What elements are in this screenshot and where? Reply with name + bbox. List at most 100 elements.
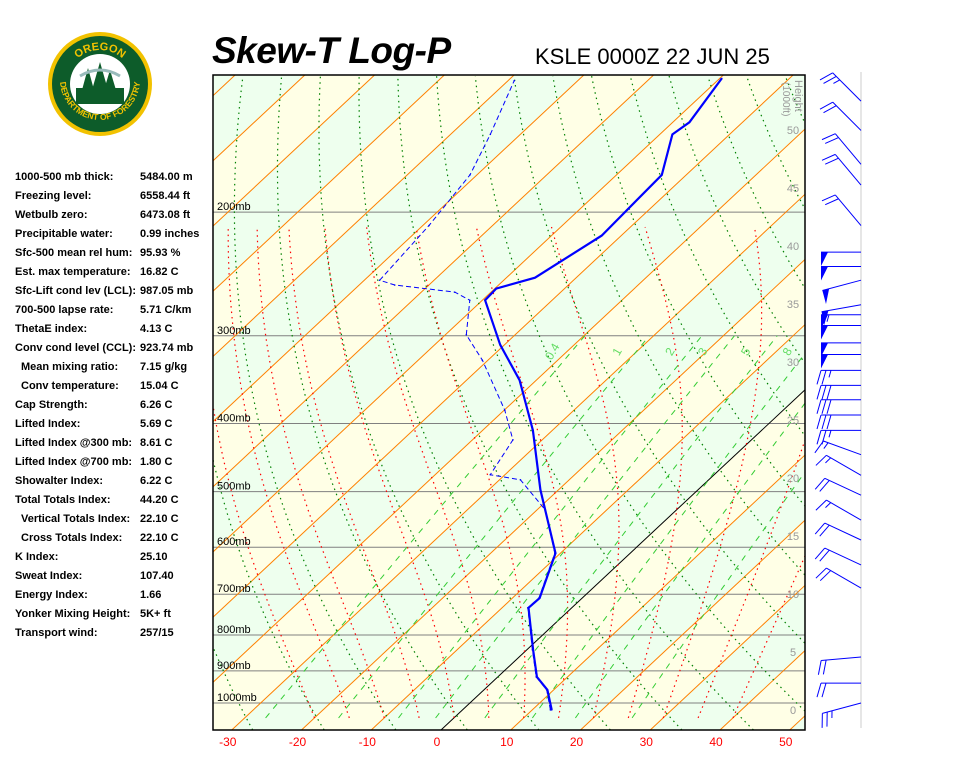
wind-barb	[821, 342, 861, 357]
wind-barb-shaft	[826, 567, 862, 589]
moist-adiabat	[550, 226, 620, 719]
stat-value: 923.74 mb	[140, 342, 194, 354]
stat-label: Sweat Index:	[15, 570, 83, 582]
stat-value: 0.99 inches	[140, 228, 200, 240]
wind-barb-full	[821, 430, 827, 445]
dewpoint-point	[489, 133, 492, 136]
stat-label: 1000-500 mb thick:	[15, 171, 114, 183]
x-tick-label: -10	[359, 735, 377, 749]
stat-label: Transport wind:	[15, 627, 98, 639]
stat-row: Showalter Index: 6.22 C	[15, 472, 215, 491]
wind-barb-full	[826, 414, 832, 430]
temperature-point	[499, 344, 502, 346]
pressure-label: 700mb	[217, 583, 251, 595]
oregon-forestry-logo: OREGON DEPARTMENT OF FORESTRY	[48, 32, 152, 136]
stat-value: 1.66	[140, 589, 162, 601]
moist-adiabat	[732, 554, 805, 719]
stat-value: 16.82 C	[140, 266, 179, 278]
stat-label: Wetbulb zero:	[15, 209, 88, 221]
wind-barb-shaft	[834, 154, 862, 186]
wind-barb	[815, 499, 862, 521]
stat-value: 15.04 C	[140, 380, 179, 392]
wind-barb	[821, 702, 862, 728]
wind-barb-full	[816, 385, 822, 400]
dewpoint-point	[549, 709, 552, 711]
temperature-point	[518, 379, 521, 381]
wind-barb-shaft	[834, 194, 862, 226]
isotherm-line	[789, 715, 805, 730]
stat-row: Freezing level: 6558.44 ft	[15, 187, 215, 206]
wind-barb-full	[814, 547, 826, 560]
wind-barb	[817, 656, 862, 675]
wind-barb-full	[816, 399, 822, 414]
isotherm-line	[213, 128, 805, 684]
temperature-point	[721, 77, 723, 80]
x-tick-label: -30	[219, 735, 237, 749]
stat-label: Freezing level:	[15, 190, 92, 202]
stat-value: 22.10 C	[140, 513, 179, 525]
wind-barb-flag	[822, 288, 830, 305]
dry-adiabat	[784, 75, 805, 125]
height-tick-label: 25	[787, 415, 799, 427]
isotherm-line	[860, 75, 960, 730]
moist-adiabat	[256, 226, 385, 719]
wind-barb-flag	[821, 354, 828, 369]
isotherm-line	[213, 75, 794, 618]
wind-barb-shaft	[834, 133, 862, 165]
wind-barb-full	[823, 105, 837, 114]
isotherm-line	[213, 75, 445, 292]
temperature-point	[671, 133, 674, 136]
wind-barb	[816, 384, 861, 400]
isotherm-line	[301, 258, 805, 730]
wind-barb	[819, 72, 862, 102]
wind-barb-full	[821, 385, 827, 400]
temperature-point	[532, 429, 534, 432]
stat-value: 22.10 C	[140, 532, 179, 544]
isotherm-line	[213, 75, 654, 488]
pressure-label: 200mb	[217, 201, 251, 213]
stat-value: 25.10	[140, 551, 168, 563]
dry-adiabat	[358, 76, 611, 730]
wind-barb-shaft	[824, 522, 862, 541]
x-tick-label: 0	[434, 735, 441, 749]
stat-row: Lifted Index @700 mb: 1.80 C	[15, 453, 215, 472]
mixing-ratio-line	[338, 335, 650, 719]
wind-barb-shaft	[832, 72, 862, 102]
stat-label: Energy Index:	[15, 589, 88, 601]
mixing-ratio-line	[398, 335, 703, 719]
stat-label: Sfc-500 mean rel hum:	[15, 247, 133, 259]
isotherm-line	[213, 75, 515, 358]
plot-frame	[212, 74, 806, 731]
wind-barb-shaft	[824, 547, 862, 566]
wind-barb	[821, 265, 861, 281]
stat-label: Precipitable water:	[15, 228, 113, 240]
wind-barb-full	[819, 72, 833, 81]
wind-barb-full	[817, 660, 822, 675]
stat-row: Total Totals Index: 44.20 C	[15, 491, 215, 510]
dewpoint-point	[526, 607, 529, 609]
wind-barb-shaft	[824, 477, 862, 496]
wind-barb	[814, 547, 862, 566]
wind-barb-full	[821, 133, 836, 141]
wind-barb-shaft	[826, 454, 862, 476]
wind-barb	[821, 324, 861, 340]
x-tick-label: 30	[640, 735, 654, 749]
dewpoint-point	[378, 279, 381, 281]
isotherm-line	[370, 323, 805, 730]
x-tick-label: -20	[289, 735, 307, 749]
dry-adiabat	[552, 75, 805, 577]
moist-adiabat	[288, 226, 420, 719]
logo-top-text: OREGON	[72, 41, 127, 61]
stat-label: Yonker Mixing Height:	[15, 608, 131, 620]
wind-barb-full	[819, 101, 833, 110]
wind-barb-full	[815, 454, 827, 466]
dewpoint-point	[512, 439, 514, 441]
mixing-ratio-line	[265, 335, 586, 719]
wind-barb-full	[814, 522, 826, 535]
height-tick-label: 30	[787, 357, 799, 369]
svg-text:OREGON: OREGON	[72, 41, 127, 61]
isotherm-line	[213, 75, 585, 423]
wind-barb	[815, 567, 862, 589]
height-tick-label: 45	[787, 183, 799, 195]
stat-row: Precipitable water: 0.99 inches	[15, 225, 215, 244]
